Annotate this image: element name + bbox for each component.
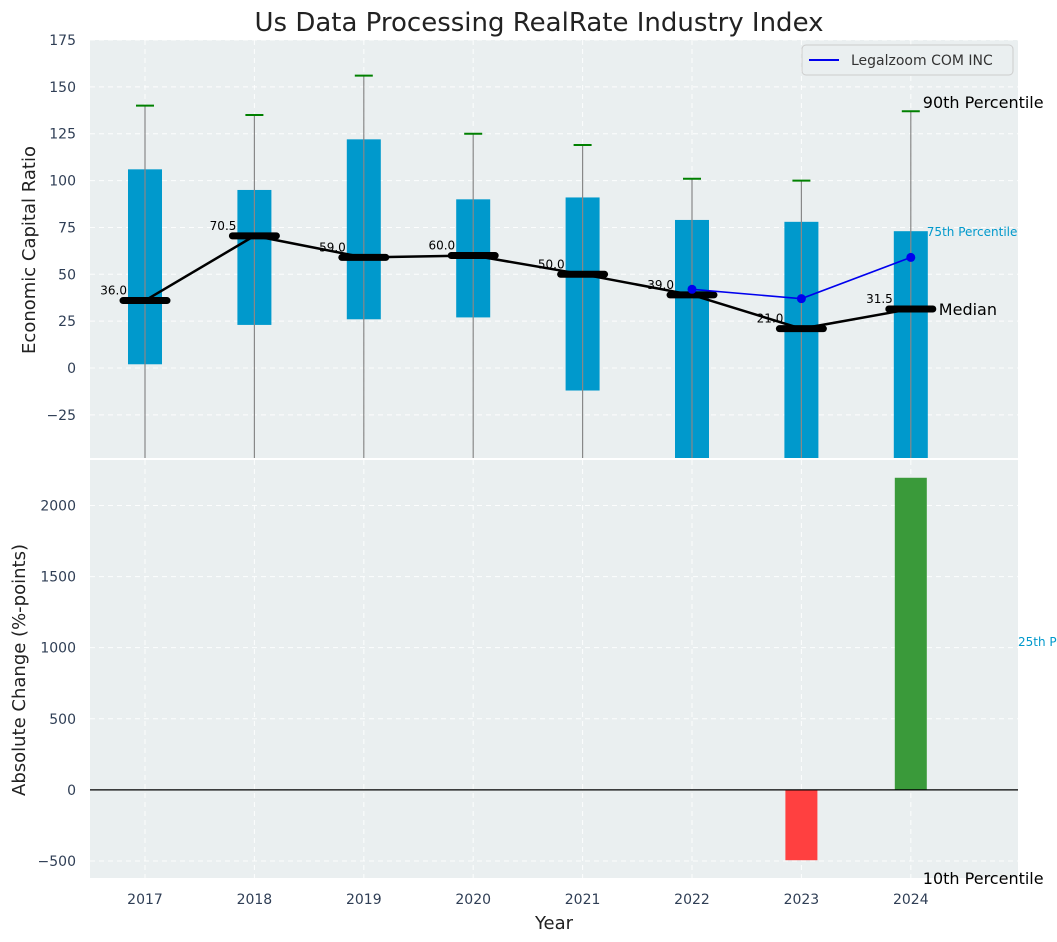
change-bar-layer <box>90 477 1018 861</box>
top-y-tick-label: 125 <box>49 127 76 143</box>
bottom-plot-background <box>90 460 1018 878</box>
legend-box <box>801 44 1014 76</box>
x-tick-label: 2022 <box>674 892 710 908</box>
median-value-label: 50.0 <box>538 257 565 271</box>
percentile-annotations: 90th Percentile 75th Percentile Median 25th… <box>923 93 1057 888</box>
axes-layer: −25 0 25 50 75 100 125 150 175 −500 0 500 1000 1500 20… <box>38 33 929 908</box>
x-tick-label: 2018 <box>237 892 273 908</box>
annotation-90th-percentile: 90th Percentile <box>923 93 1044 112</box>
median-value-label: 36.0 <box>100 284 127 298</box>
chart-title: Us Data Processing RealRate Industry Ind… <box>254 8 823 38</box>
bottom-y-tick-label: −500 <box>38 854 76 870</box>
median-value-label: 31.5 <box>866 292 893 306</box>
x-tick-label: 2024 <box>893 892 929 908</box>
annotation-75th-percentile: 75th Percentile <box>927 225 1018 239</box>
top-y-tick-label: 75 <box>58 220 76 236</box>
x-tick-label: 2019 <box>346 892 382 908</box>
median-value-label: 70.5 <box>210 219 237 233</box>
x-tick-label: 2020 <box>455 892 491 908</box>
change-bar <box>894 477 927 790</box>
x-tick-label: 2023 <box>784 892 820 908</box>
legend: Legalzoom COM INC <box>801 44 1014 76</box>
median-value-label: 39.0 <box>647 278 674 292</box>
bottom-y-tick-label: 1500 <box>40 570 76 586</box>
box-plot-layer: 36.0 70.5 59.0 60.0 50.0 39.0 21.0 31.5 <box>100 74 937 458</box>
top-plot-background <box>90 40 1018 458</box>
median-trend-line <box>144 234 912 330</box>
x-tick-label: 2017 <box>127 892 163 908</box>
bottom-y-tick-label: 1000 <box>40 641 76 657</box>
median-value-label: 59.0 <box>319 240 346 254</box>
company-series-point <box>687 284 697 294</box>
company-series-point <box>906 252 916 262</box>
annotation-25th-percentile: 25th Percentile <box>1018 635 1057 649</box>
bottom-y-tick-label: 2000 <box>40 498 76 514</box>
top-y-tick-label: 50 <box>58 267 76 283</box>
x-axis-label: Year <box>534 913 574 934</box>
top-y-tick-label: 100 <box>49 174 76 190</box>
company-series-point <box>796 294 806 304</box>
top-y-tick-label: 0 <box>67 361 76 377</box>
top-y-axis-label: Economic Capital Ratio <box>19 146 40 354</box>
x-tick-label: 2021 <box>565 892 601 908</box>
change-bar <box>785 789 818 861</box>
legend-entry-company: Legalzoom COM INC <box>851 53 993 69</box>
annotation-median: Median <box>939 300 997 319</box>
top-y-tick-label: 25 <box>58 314 76 330</box>
top-y-tick-label: −25 <box>46 408 76 424</box>
median-value-label: 21.0 <box>757 312 784 326</box>
median-value-label: 60.0 <box>428 239 455 253</box>
bottom-y-tick-label: 0 <box>67 783 76 799</box>
top-y-tick-label: 175 <box>49 33 76 49</box>
bottom-y-tick-label: 500 <box>49 712 76 728</box>
annotation-10th-percentile: 10th Percentile <box>923 869 1044 888</box>
bottom-y-axis-label: Absolute Change (%-points) <box>9 544 30 796</box>
top-y-tick-label: 150 <box>49 80 76 96</box>
